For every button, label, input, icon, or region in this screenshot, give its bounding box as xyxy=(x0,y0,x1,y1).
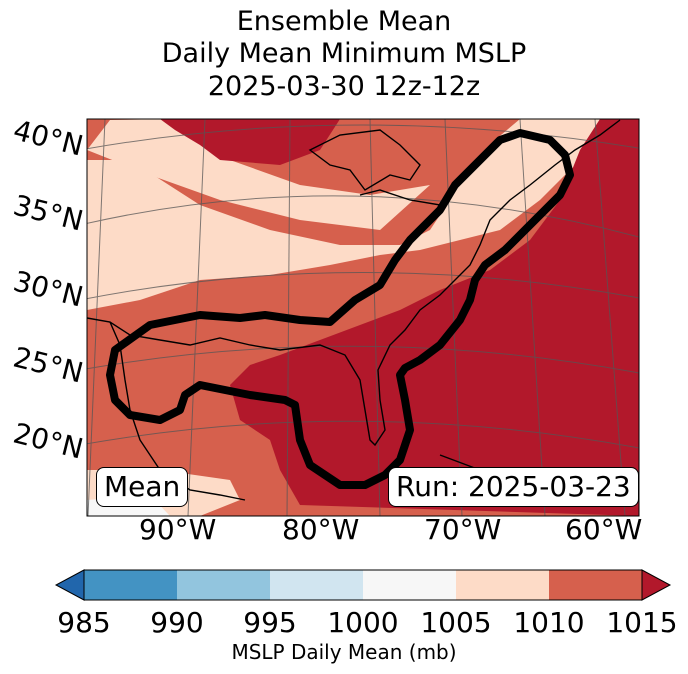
parallel-30 xyxy=(87,272,639,300)
colorbar-tick-1000: 1000 xyxy=(327,606,399,639)
colorbar-segment-1005 xyxy=(456,570,549,600)
title-line-2: Daily Mean Minimum MSLP xyxy=(161,38,527,69)
colorbar-tick-1010: 1010 xyxy=(513,606,585,639)
map-frame xyxy=(86,118,640,517)
east-coast xyxy=(87,119,621,447)
title-line-1: Ensemble Mean xyxy=(236,6,452,37)
run-date-label: Run: 2025-03-23 xyxy=(388,467,639,507)
colorbar-tick-995: 995 xyxy=(243,606,297,639)
colorbar xyxy=(54,569,672,601)
lon-label-60w: 60°W xyxy=(565,513,643,546)
colorbar-label: MSLP Daily Mean (mb) xyxy=(231,640,457,664)
lon-label-70w: 70°W xyxy=(424,513,502,546)
meridian-80 xyxy=(369,119,381,516)
colorbar-segment-995 xyxy=(270,570,363,600)
great-lakes xyxy=(308,129,421,191)
parallel-40 xyxy=(87,124,639,150)
parallel-20 xyxy=(87,420,639,449)
colorbar-tick-985: 985 xyxy=(57,606,111,639)
meridian-70 xyxy=(519,119,546,516)
meridian-65 xyxy=(594,119,626,516)
lon-label-80w: 80°W xyxy=(282,513,360,546)
colorbar-tick-1005: 1005 xyxy=(420,606,492,639)
colorbar-frame xyxy=(83,569,643,601)
ensemble-contour xyxy=(106,129,574,489)
colorbar-segment-1010 xyxy=(549,570,642,600)
pressure-band-1015-south xyxy=(230,119,639,516)
colorbar-tick-990: 990 xyxy=(150,606,204,639)
parallel-25 xyxy=(87,345,639,374)
colorbar-extend-low xyxy=(54,569,85,601)
map-area xyxy=(87,119,639,516)
colorbar-segment-990 xyxy=(177,570,270,600)
title-line-3: 2025-03-30 12z-12z xyxy=(207,71,481,102)
colorbar-tick-1015: 1015 xyxy=(606,606,678,639)
colorbar-segment-1000 xyxy=(363,570,456,600)
lon-label-90w: 90°W xyxy=(139,513,217,546)
meridian-75 xyxy=(444,119,463,516)
colorbar-segment-985 xyxy=(84,570,177,600)
parallel-35 xyxy=(87,195,639,238)
pressure-band-1005-1010-north xyxy=(87,119,430,230)
mean-label: Mean xyxy=(96,467,189,507)
colorbar-extend-high xyxy=(641,569,672,601)
mexico-coast xyxy=(109,321,246,501)
meridian-95 xyxy=(87,119,106,516)
